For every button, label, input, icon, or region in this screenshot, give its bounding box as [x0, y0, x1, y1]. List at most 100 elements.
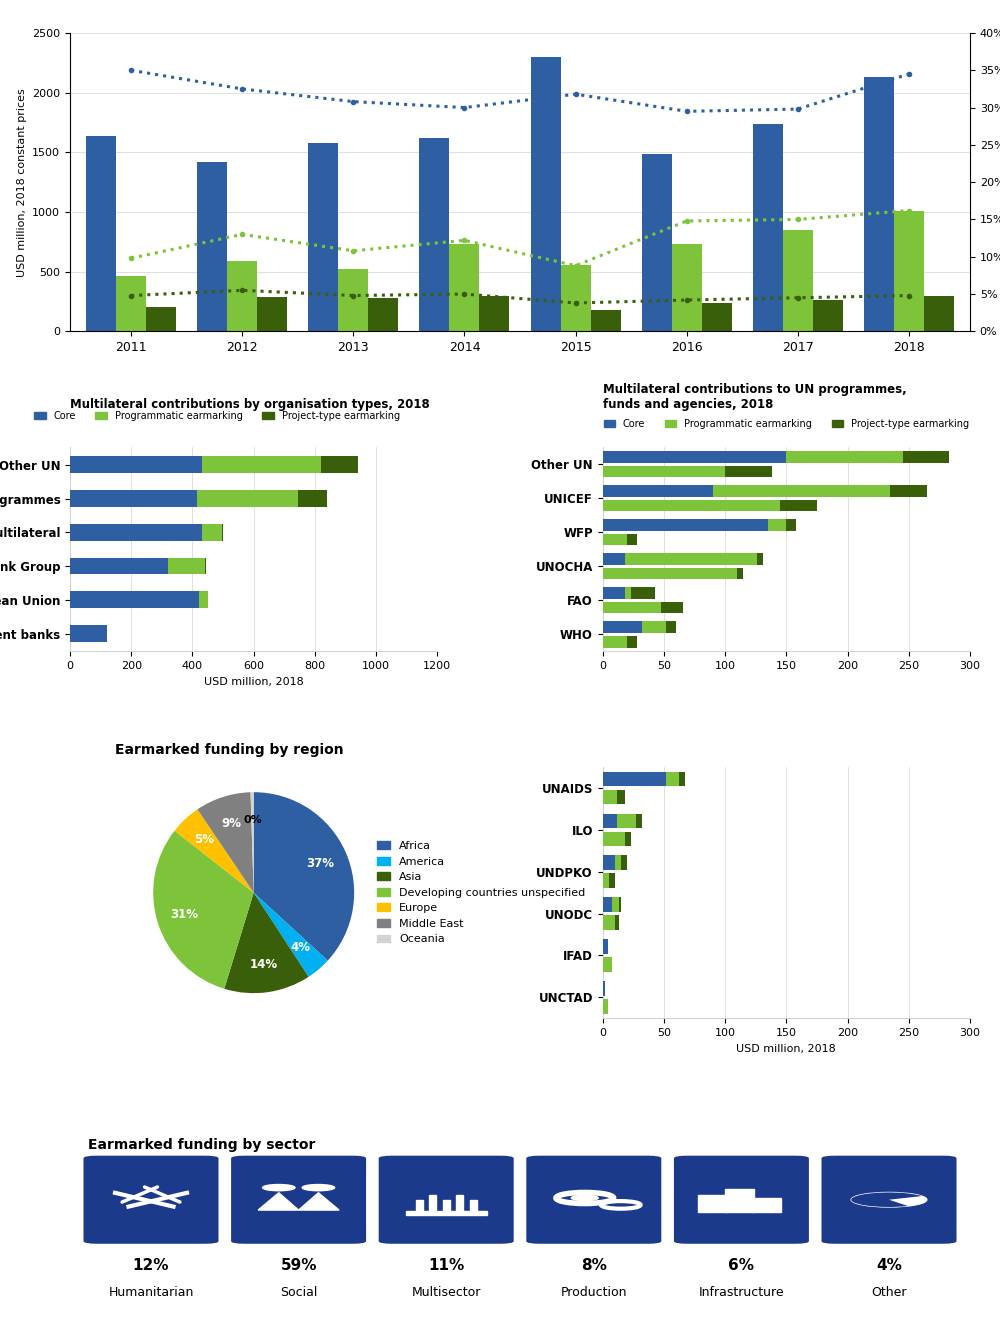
Text: 9%: 9%	[221, 817, 241, 830]
Bar	[561, 264, 591, 331]
Bar	[603, 553, 625, 565]
Bar	[603, 602, 661, 614]
Bar	[321, 457, 358, 474]
Wedge shape	[254, 892, 328, 977]
Bar	[308, 143, 338, 331]
Bar	[456, 1195, 463, 1212]
Bar	[603, 484, 713, 496]
Circle shape	[302, 1184, 335, 1191]
Bar	[737, 568, 743, 579]
Bar	[725, 1189, 754, 1212]
Bar	[591, 310, 621, 331]
Bar	[227, 261, 257, 331]
Bar	[338, 269, 368, 331]
Text: Earmarked funding by region: Earmarked funding by region	[115, 743, 344, 756]
Bar	[752, 1199, 781, 1212]
Bar	[70, 557, 168, 574]
Bar	[627, 533, 637, 545]
X-axis label: USD million, 2018: USD million, 2018	[736, 1044, 836, 1053]
Bar	[603, 915, 615, 929]
Bar	[202, 457, 321, 474]
Bar	[615, 915, 619, 929]
Bar	[479, 296, 509, 331]
Bar	[70, 626, 107, 642]
Bar	[768, 519, 786, 531]
FancyBboxPatch shape	[822, 1156, 957, 1243]
Bar	[197, 490, 298, 507]
Bar	[813, 301, 843, 331]
Text: Earmarked funding by sector: Earmarked funding by sector	[88, 1138, 315, 1151]
Bar	[70, 591, 199, 609]
Bar	[257, 297, 287, 331]
Bar	[416, 1200, 423, 1212]
Bar	[603, 939, 608, 954]
Bar	[783, 230, 813, 331]
Bar	[609, 874, 615, 888]
Bar	[625, 587, 631, 599]
Bar	[698, 1195, 727, 1212]
Bar	[631, 587, 655, 599]
Text: 12%: 12%	[133, 1258, 169, 1274]
Wedge shape	[851, 1192, 922, 1206]
Circle shape	[851, 1192, 927, 1206]
Bar	[617, 813, 636, 828]
Bar	[368, 298, 398, 331]
Bar	[70, 490, 197, 507]
Text: Multisector: Multisector	[412, 1286, 481, 1299]
Bar	[780, 499, 817, 511]
Text: 6%: 6%	[728, 1258, 754, 1274]
Wedge shape	[224, 892, 309, 993]
Bar	[298, 490, 327, 507]
Text: 4%: 4%	[876, 1258, 902, 1274]
Bar	[890, 484, 927, 496]
Bar	[443, 1200, 450, 1212]
FancyBboxPatch shape	[84, 1156, 218, 1243]
Bar	[621, 855, 627, 870]
Bar	[627, 636, 637, 648]
Bar	[470, 1200, 477, 1212]
Bar	[642, 620, 666, 632]
Bar	[603, 466, 725, 478]
Bar	[603, 855, 615, 870]
Bar	[168, 557, 205, 574]
Bar	[713, 484, 890, 496]
Bar	[672, 244, 702, 331]
Wedge shape	[153, 830, 254, 989]
Polygon shape	[258, 1193, 299, 1210]
Text: 14%: 14%	[250, 958, 278, 970]
Bar	[679, 772, 685, 787]
Bar	[146, 308, 176, 331]
Bar	[603, 981, 605, 995]
Bar	[642, 153, 672, 331]
Text: Production: Production	[561, 1286, 627, 1299]
Text: 8%: 8%	[581, 1258, 607, 1274]
Bar	[702, 302, 732, 331]
Bar	[786, 519, 796, 531]
Text: 59%: 59%	[280, 1258, 317, 1274]
Bar	[786, 451, 903, 463]
Text: 37%: 37%	[306, 857, 334, 870]
Bar	[70, 457, 202, 474]
Bar	[725, 466, 772, 478]
Legend: Core, Programmatic earmarking, Project-type earmarking: Core, Programmatic earmarking, Project-t…	[600, 416, 973, 433]
Bar	[903, 451, 949, 463]
FancyBboxPatch shape	[379, 1156, 514, 1243]
Bar	[625, 832, 631, 846]
Bar	[864, 77, 894, 331]
Bar	[603, 519, 768, 531]
Wedge shape	[197, 792, 254, 892]
Bar	[666, 772, 679, 787]
FancyBboxPatch shape	[526, 1156, 661, 1243]
Wedge shape	[254, 792, 354, 961]
Bar	[615, 855, 621, 870]
Text: Multilateral contributions by organisation types, 2018: Multilateral contributions by organisati…	[70, 399, 430, 412]
Bar	[661, 602, 683, 614]
Bar	[531, 57, 561, 331]
Bar	[603, 832, 625, 846]
Bar	[603, 789, 617, 804]
Bar	[449, 244, 479, 331]
Bar	[70, 524, 202, 541]
FancyBboxPatch shape	[674, 1156, 809, 1243]
Text: 31%: 31%	[171, 908, 199, 921]
Bar	[603, 772, 666, 787]
